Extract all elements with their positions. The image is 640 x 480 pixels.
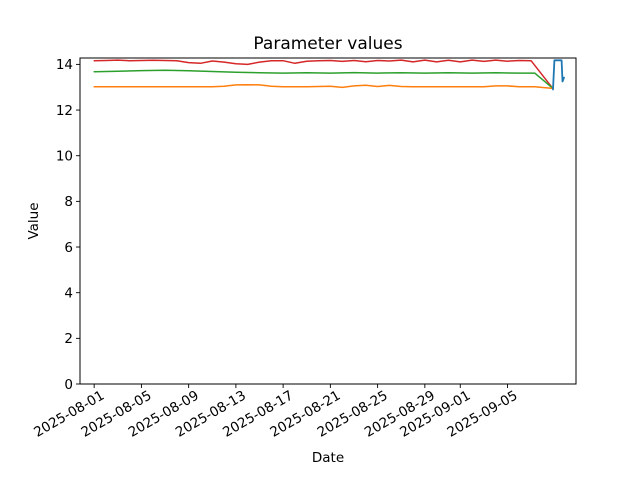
series-line-blue (552, 59, 565, 91)
series-line-red (93, 59, 554, 89)
y-tick-label: 14 (56, 57, 73, 73)
y-tick-label: 8 (64, 194, 73, 210)
y-tick-label: 12 (56, 103, 73, 119)
series-line-green (93, 69, 554, 89)
y-tick-label: 10 (56, 149, 73, 165)
y-axis-label: Value (26, 202, 42, 239)
axes-frame (79, 57, 577, 385)
series-line-orange (93, 83, 554, 90)
y-tick-label: 6 (64, 240, 73, 256)
y-tick-label: 0 (64, 377, 73, 393)
chart-title: Parameter values (253, 34, 402, 54)
y-tick-label: 4 (64, 285, 73, 301)
x-axis-label: Date (312, 450, 344, 466)
y-tick-label: 2 (64, 331, 73, 347)
plot-area: 024681012142025-08-012025-08-052025-08-0… (31, 57, 577, 441)
